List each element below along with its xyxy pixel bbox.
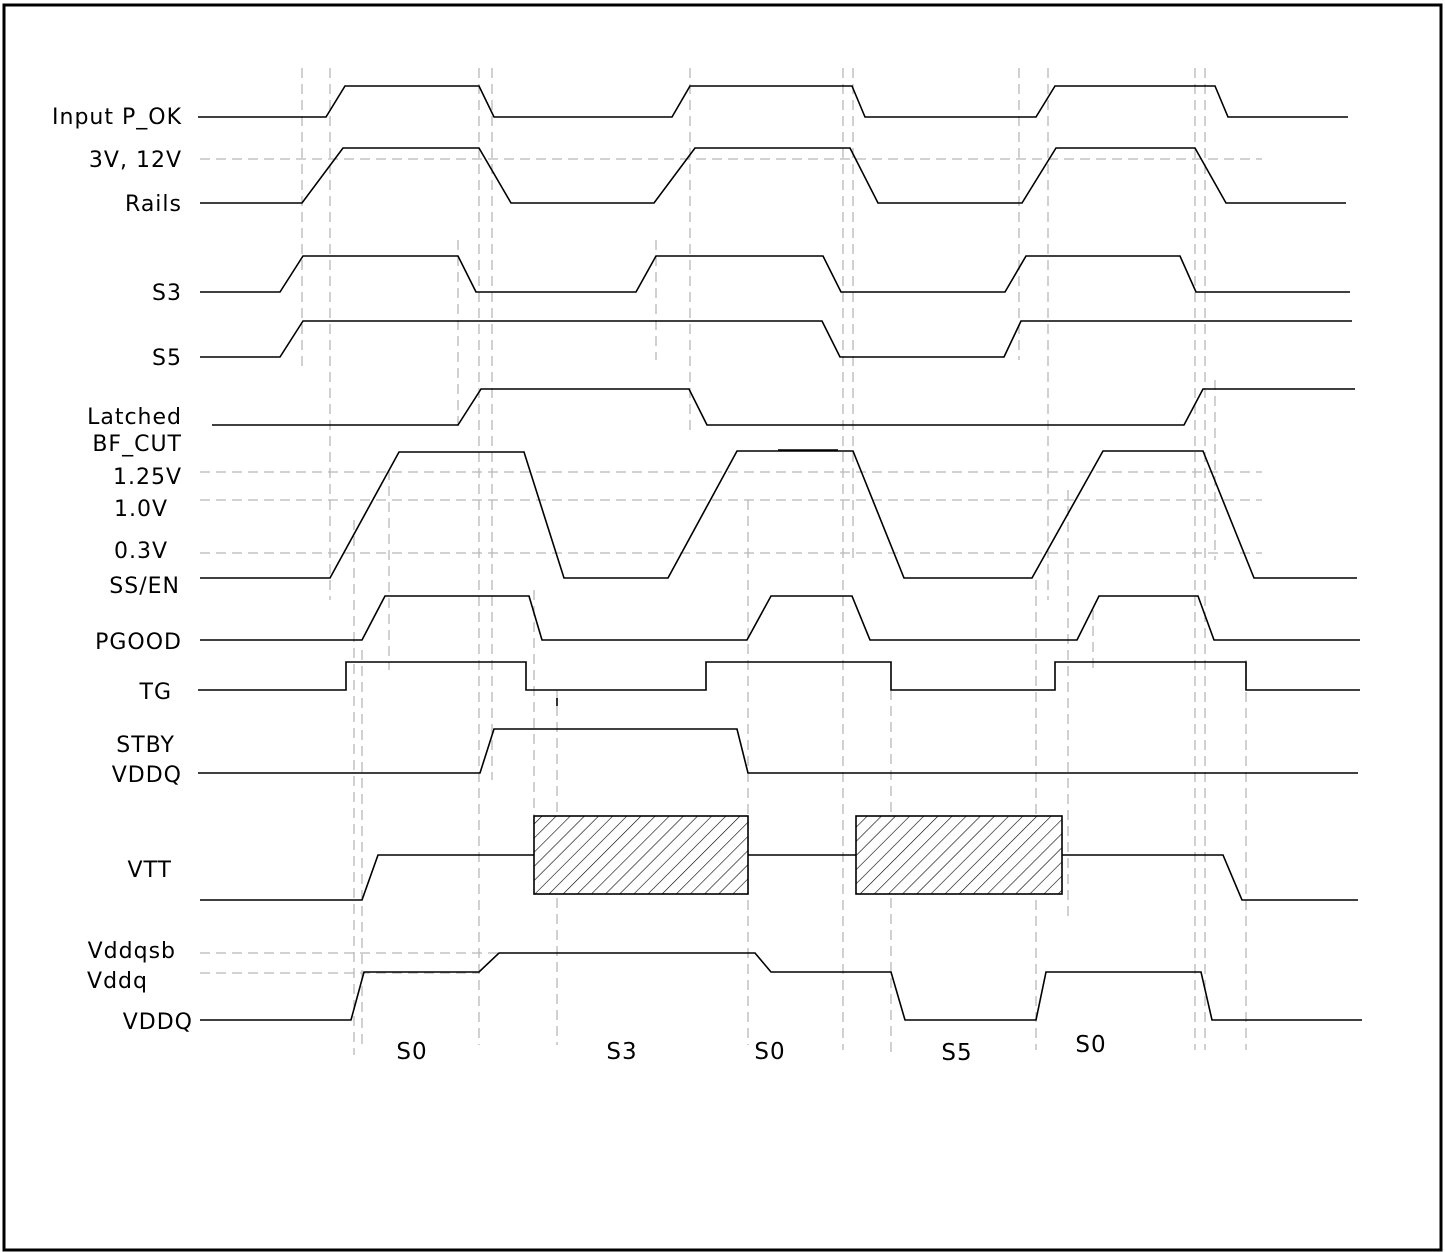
state-labels: S0 S3 S0 S5 S0 — [396, 1032, 1106, 1066]
diagram-frame — [2, 3, 1443, 1252]
label-stby: STBY — [116, 733, 175, 758]
vtt-undefined-region — [855, 815, 1063, 895]
vertical-guides — [301, 68, 1247, 1055]
label-s3: S3 — [152, 281, 182, 306]
label-s5: S5 — [152, 346, 182, 371]
label-vtt: VTT — [127, 858, 172, 883]
signal-labels: Input P_OK 3V, 12V Rails S3 S5 Latched B… — [52, 105, 193, 1035]
label-rails-voltage: 3V, 12V — [89, 148, 182, 173]
label-1.25v: 1.25V — [113, 465, 182, 490]
state-label: S5 — [941, 1040, 972, 1066]
waveform-ss-en — [200, 450, 1357, 579]
waveforms — [198, 85, 1362, 1021]
label-vddq: VDDQ — [123, 1010, 193, 1035]
vtt-undefined-region — [533, 815, 749, 895]
waveform-rails — [200, 147, 1346, 204]
waveform-vtt — [200, 854, 534, 901]
state-label: S0 — [1075, 1032, 1106, 1058]
waveform-input-pok — [198, 85, 1348, 118]
waveform-s3 — [200, 255, 1350, 293]
waveform-vtt — [1062, 854, 1358, 901]
state-label: S0 — [754, 1039, 785, 1065]
label-rails: Rails — [125, 192, 182, 217]
waveform-vddq — [200, 952, 1362, 1021]
waveform-latched-bf-cut — [212, 388, 1355, 426]
horizontal-guides — [200, 158, 1262, 974]
waveform-s5 — [200, 320, 1352, 358]
waveform-stby-vddq — [198, 728, 1358, 774]
state-label: S0 — [396, 1039, 427, 1065]
label-stby-vddq: VDDQ — [112, 763, 182, 788]
state-label: S3 — [606, 1039, 637, 1065]
waveform-pgood — [200, 595, 1360, 641]
label-ss-en: SS/EN — [109, 574, 180, 599]
label-1.0v: 1.0V — [114, 497, 168, 522]
label-vddqsb: Vddqsb — [88, 939, 176, 964]
label-input-pok: Input P_OK — [52, 105, 182, 130]
label-0.3v: 0.3V — [114, 539, 168, 564]
label-vddq-level: Vddq — [87, 969, 148, 994]
label-tg: TG — [139, 680, 173, 705]
label-bf-cut: BF_CUT — [92, 432, 182, 457]
label-latched: Latched — [87, 405, 182, 430]
waveform-tg — [198, 661, 1360, 691]
label-pgood: PGOOD — [95, 630, 182, 655]
